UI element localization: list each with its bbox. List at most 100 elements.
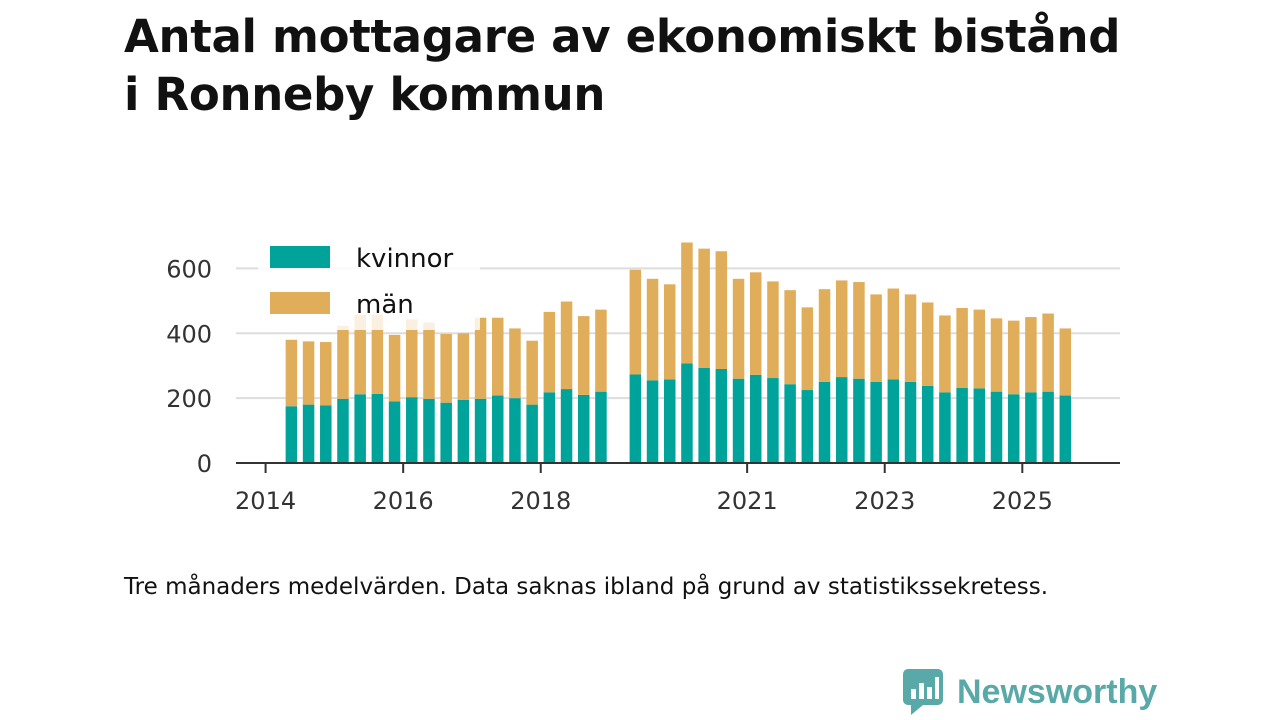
bar-kvinnor-34 <box>887 379 900 463</box>
bar-kvinnor-38 <box>956 387 968 463</box>
legend-swatch-mn <box>270 292 330 314</box>
bar-kvinnor-24 <box>715 368 728 463</box>
bar-kvinnor-31 <box>835 377 848 463</box>
bar-kvinnor-43 <box>1042 391 1054 463</box>
bar-kvinnor-26 <box>749 374 762 463</box>
bar-kvinnor-41 <box>1007 394 1020 463</box>
chart-footnote: Tre månaders medelvärden. Data saknas ib… <box>124 574 1049 600</box>
bar-kvinnor-19 <box>629 374 642 463</box>
bar-mn-17 <box>578 316 590 395</box>
bar-mn-19 <box>629 269 642 375</box>
bar-kvinnor-33 <box>870 381 882 463</box>
bar-kvinnor-18 <box>595 391 607 463</box>
bar-mn-41 <box>1007 320 1020 395</box>
bar-mn-12 <box>492 317 504 396</box>
x-tick-label-2016: 2016 <box>373 487 434 515</box>
bar-mn-38 <box>956 307 968 388</box>
bar-mn-5 <box>371 314 384 394</box>
x-tick-label-2025: 2025 <box>992 487 1053 515</box>
legend-label-mn: män <box>356 290 414 320</box>
bar-kvinnor-6 <box>388 401 401 463</box>
x-tick-label-2014: 2014 <box>235 487 296 515</box>
bar-mn-23 <box>698 248 710 368</box>
y-tick-label-200: 200 <box>166 385 212 413</box>
newsworthy-brand-name: Newsworthy <box>957 672 1158 711</box>
bar-kvinnor-20 <box>646 380 659 463</box>
bar-mn-40 <box>990 318 1003 392</box>
bar-kvinnor-32 <box>853 378 865 463</box>
x-tick-label-2018: 2018 <box>510 487 571 515</box>
bar-mn-8 <box>423 322 435 399</box>
bar-mn-2 <box>320 342 332 406</box>
bar-mn-37 <box>939 315 951 393</box>
newsworthy-logo-icon <box>903 669 943 715</box>
bar-mn-10 <box>457 333 470 400</box>
bar-chart: 0 200 400 600 2014 2016 2018 2021 2023 2025 kvinno… <box>166 242 1120 515</box>
bar-mn-13 <box>509 328 521 399</box>
legend-swatch-kvinnor <box>270 246 330 268</box>
bar-kvinnor-15 <box>543 392 556 463</box>
bar-kvinnor-10 <box>457 399 470 463</box>
bar-kvinnor-42 <box>1025 392 1037 463</box>
bar-kvinnor-23 <box>698 367 710 463</box>
bar-kvinnor-17 <box>578 394 590 463</box>
bar-mn-15 <box>543 311 556 393</box>
bar-mn-39 <box>973 309 986 389</box>
bar-kvinnor-22 <box>681 363 693 463</box>
bar-mn-27 <box>767 281 779 379</box>
x-tick-label-2023: 2023 <box>854 487 915 515</box>
bar-mn-20 <box>646 278 659 381</box>
bar-mn-0 <box>285 339 298 407</box>
bar-mn-25 <box>732 278 745 379</box>
y-tick-label-0: 0 <box>197 450 212 478</box>
bar-kvinnor-16 <box>560 389 573 463</box>
bar-mn-44 <box>1059 328 1072 396</box>
bar-mn-33 <box>870 294 882 382</box>
bar-kvinnor-1 <box>302 404 315 463</box>
bar-kvinnor-7 <box>406 397 418 463</box>
y-tick-label-400: 400 <box>166 320 212 348</box>
bar-mn-6 <box>388 334 401 402</box>
bar-kvinnor-21 <box>663 379 676 463</box>
bar-mn-42 <box>1025 317 1037 393</box>
bar-mn-9 <box>440 333 452 403</box>
bar-kvinnor-28 <box>784 384 796 463</box>
newsworthy-logo: Newsworthy <box>903 668 1157 716</box>
bar-mn-4 <box>354 314 366 395</box>
bar-mn-32 <box>853 282 865 379</box>
bar-kvinnor-4 <box>354 394 366 463</box>
x-tick-label-2021: 2021 <box>717 487 778 515</box>
bar-mn-28 <box>784 290 796 385</box>
bar-kvinnor-9 <box>440 402 452 463</box>
bar-kvinnor-8 <box>423 398 435 463</box>
bar-kvinnor-36 <box>921 385 934 463</box>
bar-kvinnor-39 <box>973 388 986 463</box>
bar-mn-21 <box>663 284 676 380</box>
bar-kvinnor-44 <box>1059 395 1072 463</box>
bar-kvinnor-40 <box>990 391 1003 463</box>
bar-kvinnor-37 <box>939 392 951 463</box>
y-tick-label-600: 600 <box>166 255 212 283</box>
bar-mn-26 <box>749 272 762 375</box>
bar-kvinnor-29 <box>801 390 814 463</box>
bar-kvinnor-12 <box>492 395 504 463</box>
bar-kvinnor-2 <box>320 405 332 463</box>
bar-mn-43 <box>1042 313 1054 392</box>
bar-mn-35 <box>904 294 917 382</box>
bar-kvinnor-3 <box>337 398 349 463</box>
bar-mn-31 <box>835 280 848 378</box>
bar-mn-36 <box>921 302 934 386</box>
chart-title: Antal mottagare av ekonomiskt bistånd i … <box>124 8 1224 124</box>
bar-kvinnor-30 <box>818 381 831 463</box>
chart-title-line-2: i Ronneby kommun <box>124 68 606 121</box>
bar-kvinnor-25 <box>732 378 745 463</box>
bar-mn-22 <box>681 242 693 364</box>
bar-kvinnor-5 <box>371 393 384 463</box>
bar-mn-16 <box>560 301 573 390</box>
bar-kvinnor-11 <box>474 398 487 463</box>
bar-mn-14 <box>526 340 538 405</box>
bar-kvinnor-14 <box>526 404 538 463</box>
bar-mn-7 <box>406 319 418 398</box>
bar-mn-34 <box>887 288 900 380</box>
bar-mn-3 <box>337 325 349 399</box>
